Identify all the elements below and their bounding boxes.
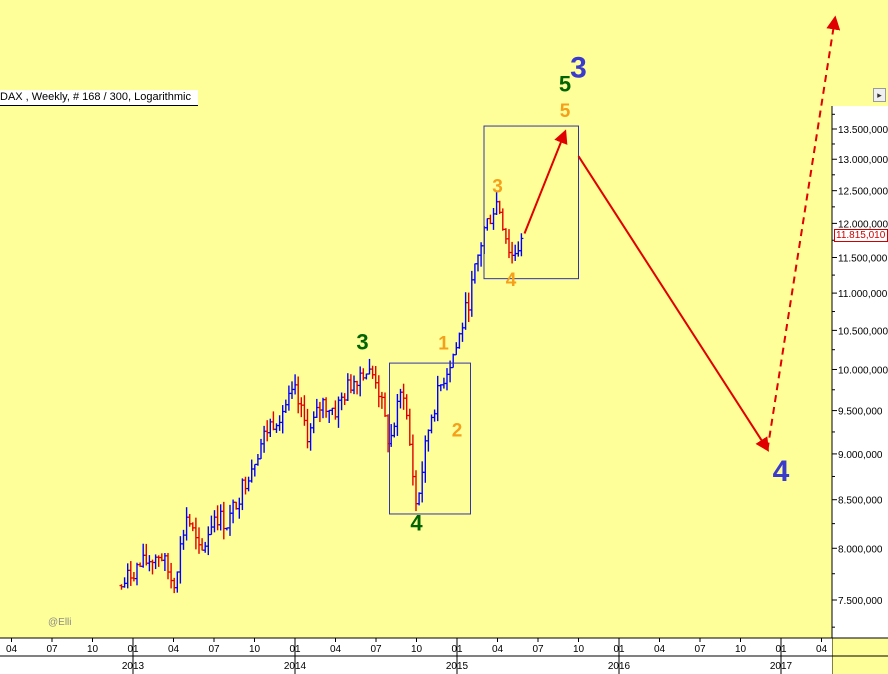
- y-tick-label: 11.500,000: [838, 253, 888, 264]
- wave-label-primary: 4: [773, 455, 790, 488]
- x-month-label: 01: [127, 644, 139, 655]
- x-month-label: 07: [46, 644, 58, 655]
- y-tick-label: 13.500,000: [838, 125, 888, 136]
- x-year-label: 2013: [122, 661, 145, 672]
- price-bars: [119, 190, 524, 594]
- y-tick-label: 7.500,000: [838, 596, 883, 607]
- x-month-label: 07: [694, 644, 706, 655]
- x-month-label: 10: [735, 644, 747, 655]
- x-month-label: 04: [654, 644, 666, 655]
- x-year-label: 2014: [284, 661, 307, 672]
- wave-label-minor: 5: [560, 101, 571, 122]
- x-year-label: 2016: [608, 661, 631, 672]
- y-tick-label: 12.500,000: [838, 187, 888, 198]
- y-tick-label: 8.000,000: [838, 544, 883, 555]
- last-price-tag: 11.815,010: [834, 229, 888, 242]
- wave-label-minor: 1: [438, 334, 449, 355]
- x-month-label: 04: [6, 644, 18, 655]
- wave-label-primary: 3: [570, 51, 587, 84]
- x-axis: 04 07 10 01 04 07 10 01 04 07 10 01 04 07 10 01 04 07 10 01…: [0, 637, 888, 674]
- x-month-label: 04: [168, 644, 180, 655]
- projection-arrow: [577, 155, 770, 452]
- y-tick-label: 9.500,000: [838, 407, 883, 418]
- y-tick-label: 11.000,000: [838, 289, 888, 300]
- wave-label-minor: 2: [452, 420, 463, 441]
- y-tick-label: 8.500,000: [838, 496, 883, 507]
- y-tick-label: 12.000,000: [838, 219, 888, 230]
- x-month-label: 10: [87, 644, 99, 655]
- y-tick-label: 9.000,000: [838, 450, 883, 461]
- wave-boxes: [389, 125, 579, 515]
- credit-text: @Elli: [48, 617, 72, 628]
- y-tick-label: 10.000,000: [838, 365, 888, 376]
- x-month-label: 01: [775, 644, 787, 655]
- wave-label-minor: 3: [492, 177, 503, 198]
- ohlc-bar: [519, 233, 524, 257]
- x-month-label: 04: [492, 644, 504, 655]
- y-axis-panel: [832, 106, 888, 638]
- x-month-label: 01: [613, 644, 625, 655]
- y-axis: 7.500,000 8.000,000 8.500,000 9.000,000 9.50…: [831, 106, 888, 674]
- wave-box: [483, 125, 579, 280]
- wave-box: [389, 362, 471, 515]
- chart-title-text: DAX , Weekly, # 168 / 300, Logarithmic: [0, 91, 191, 103]
- x-month-label: 07: [532, 644, 544, 655]
- x-month-label: 01: [289, 644, 301, 655]
- wave-label-intermediate: 5: [559, 71, 571, 96]
- x-month-label: 10: [573, 644, 585, 655]
- projection-arrow-dashed: [766, 15, 841, 450]
- x-month-label: 04: [816, 644, 828, 655]
- y-tick-label: 10.500,000: [838, 326, 888, 337]
- projection-arrow: [523, 129, 568, 234]
- x-month-label: 07: [370, 644, 382, 655]
- wave-label-minor: 4: [506, 270, 517, 291]
- x-year-label: 2017: [770, 661, 793, 672]
- x-month-label: 10: [411, 644, 423, 655]
- x-month-label: 07: [208, 644, 220, 655]
- wave-label-intermediate: 3: [356, 330, 368, 355]
- x-month-label: 01: [451, 644, 463, 655]
- y-tick-label: 13.000,000: [838, 155, 888, 166]
- x-month-label: 10: [249, 644, 261, 655]
- x-year-label: 2015: [446, 661, 469, 672]
- scroll-right-button[interactable]: ▸: [873, 88, 886, 102]
- chart-title: DAX , Weekly, # 168 / 300, Logarithmic: [0, 90, 198, 106]
- x-month-label: 04: [330, 644, 342, 655]
- projection-arrows: [523, 15, 841, 452]
- wave-label-intermediate: 4: [410, 510, 423, 535]
